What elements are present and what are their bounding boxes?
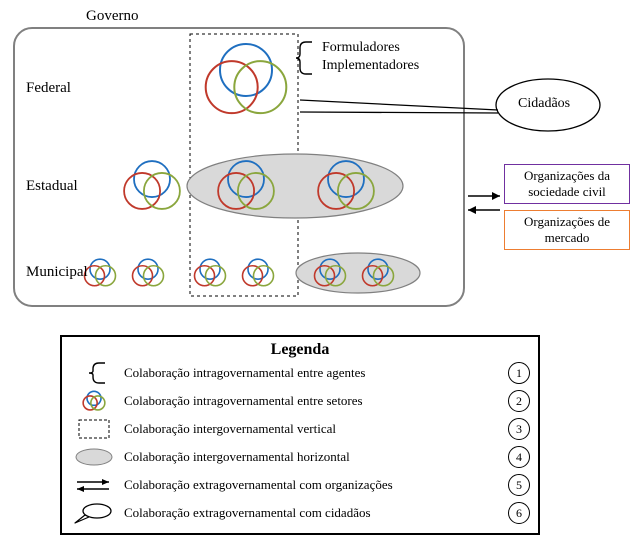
legend-item-number: 5 <box>508 474 530 496</box>
anno-formuladores: Formuladores <box>322 40 400 56</box>
legend-row: Colaboração intergovernamental horizonta… <box>62 443 538 471</box>
legend-item-text: Colaboração intergovernamental vertical <box>118 421 502 437</box>
legend-row: Colaboração intergovernamental vertical 3 <box>62 415 538 443</box>
legend-dashed-icon <box>70 417 118 441</box>
anno-implementadores: Implementadores <box>322 58 419 74</box>
legend-ellipse-icon <box>70 445 118 469</box>
level-municipal: Municipal <box>26 264 88 281</box>
legend-item-number: 1 <box>508 362 530 384</box>
legend-arrows-icon <box>70 473 118 497</box>
legend-bracket-icon <box>70 361 118 385</box>
level-federal: Federal <box>26 80 71 97</box>
legend: Legenda Colaboração intragovernamental e… <box>60 335 540 535</box>
legend-triad-icon <box>70 389 118 413</box>
legend-row: Colaboração intragovernamental entre set… <box>62 387 538 415</box>
legend-item-number: 2 <box>508 390 530 412</box>
legend-rows: Colaboração intragovernamental entre age… <box>62 359 538 527</box>
legend-item-text: Colaboração intragovernamental entre set… <box>118 393 502 409</box>
legend-item-text: Colaboração intragovernamental entre age… <box>118 365 502 381</box>
legend-item-number: 4 <box>508 446 530 468</box>
legend-item-number: 6 <box>508 502 530 524</box>
outer-title: Governo <box>80 8 145 25</box>
legend-item-text: Colaboração extragovernamental com organ… <box>118 477 502 493</box>
legend-row: Colaboração extragovernamental com cidad… <box>62 499 538 527</box>
legend-speech-icon <box>70 501 118 525</box>
level-estadual: Estadual <box>26 178 78 195</box>
legend-item-number: 3 <box>508 418 530 440</box>
legend-item-text: Colaboração extragovernamental com cidad… <box>118 505 502 521</box>
legend-title: Legenda <box>62 337 538 359</box>
legend-item-text: Colaboração intergovernamental horizonta… <box>118 449 502 465</box>
legend-row: Colaboração extragovernamental com organ… <box>62 471 538 499</box>
market-org-text: Organizações de mercado <box>524 214 610 246</box>
legend-row: Colaboração intragovernamental entre age… <box>62 359 538 387</box>
cidadaos-label: Cidadãos <box>518 96 570 112</box>
diagram-root: Governo Federal Estadual Municipal Formu… <box>0 0 640 545</box>
civil-society-box: Organizações da sociedade civil <box>504 164 630 204</box>
civil-society-text: Organizações da sociedade civil <box>524 168 610 200</box>
main-diagram <box>0 0 640 320</box>
market-org-box: Organizações de mercado <box>504 210 630 250</box>
